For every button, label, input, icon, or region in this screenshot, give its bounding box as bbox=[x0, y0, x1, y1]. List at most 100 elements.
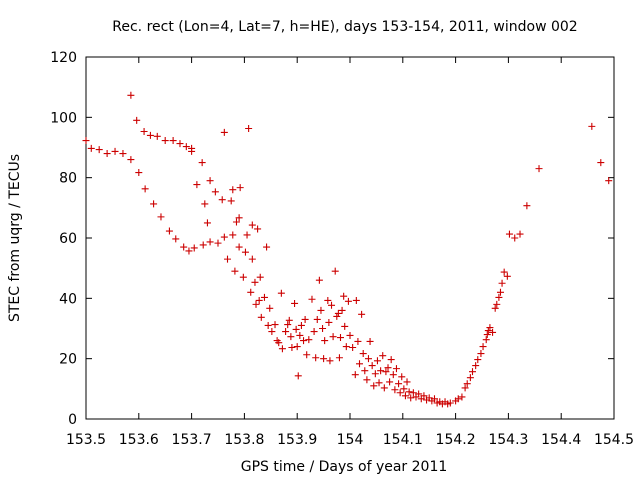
data-point bbox=[263, 243, 271, 251]
data-point bbox=[310, 328, 318, 336]
data-point bbox=[523, 202, 531, 210]
data-point bbox=[479, 343, 487, 351]
data-point bbox=[398, 373, 406, 381]
data-point bbox=[248, 221, 256, 229]
data-point bbox=[254, 225, 262, 233]
data-point bbox=[305, 336, 313, 344]
data-point bbox=[232, 218, 240, 226]
data-point bbox=[203, 219, 211, 227]
x-tick-label: 154.2 bbox=[436, 432, 476, 448]
data-point bbox=[176, 140, 184, 148]
data-point bbox=[220, 233, 228, 241]
data-point bbox=[206, 238, 214, 246]
data-point bbox=[386, 378, 394, 386]
data-point bbox=[188, 144, 196, 152]
x-tick-label: 153.5 bbox=[66, 432, 106, 448]
data-point bbox=[340, 292, 348, 300]
data-point bbox=[248, 255, 256, 263]
data-point bbox=[260, 293, 268, 301]
data-point bbox=[235, 214, 243, 222]
data-point bbox=[415, 390, 423, 398]
data-point bbox=[294, 372, 302, 380]
x-tick-label: 154.5 bbox=[594, 432, 634, 448]
data-point bbox=[127, 156, 135, 164]
y-tick-label: 20 bbox=[59, 352, 77, 368]
data-point bbox=[477, 350, 485, 358]
data-point bbox=[247, 288, 255, 296]
data-point bbox=[224, 255, 232, 263]
data-point bbox=[407, 394, 415, 402]
data-point bbox=[368, 362, 376, 370]
x-tick-label: 154.1 bbox=[383, 432, 423, 448]
x-tick-label: 153.8 bbox=[224, 432, 264, 448]
data-point bbox=[245, 124, 253, 132]
data-point bbox=[483, 331, 491, 339]
data-point bbox=[296, 331, 304, 339]
data-point bbox=[251, 278, 259, 286]
data-point bbox=[403, 378, 411, 386]
data-point bbox=[336, 334, 344, 342]
data-point bbox=[300, 337, 308, 345]
data-point bbox=[266, 304, 274, 312]
data-point bbox=[308, 295, 316, 303]
y-tick-label: 120 bbox=[50, 50, 77, 66]
data-point bbox=[313, 315, 321, 323]
data-point bbox=[317, 306, 325, 314]
data-point bbox=[198, 159, 206, 167]
data-point bbox=[201, 200, 209, 208]
data-point bbox=[292, 325, 300, 333]
data-point bbox=[351, 371, 359, 379]
data-point bbox=[320, 355, 328, 363]
data-point bbox=[329, 333, 337, 341]
data-point bbox=[495, 293, 503, 301]
data-point bbox=[293, 343, 301, 351]
data-point bbox=[252, 300, 260, 308]
data-point bbox=[605, 177, 613, 185]
data-point bbox=[333, 312, 341, 320]
data-point bbox=[484, 327, 492, 335]
data-point bbox=[380, 384, 388, 392]
data-point bbox=[382, 368, 390, 376]
data-point bbox=[379, 352, 387, 360]
data-point bbox=[405, 388, 413, 396]
data-point bbox=[498, 279, 506, 287]
data-point bbox=[335, 354, 343, 362]
data-point bbox=[111, 147, 119, 155]
data-point bbox=[264, 321, 272, 329]
data-point bbox=[328, 301, 336, 309]
data-point bbox=[133, 116, 141, 124]
y-axis-label: STEC from uqrg / TECUs bbox=[7, 154, 23, 322]
data-point bbox=[331, 267, 339, 275]
data-point bbox=[257, 313, 265, 321]
y-tick-label: 0 bbox=[68, 412, 77, 428]
data-point bbox=[371, 370, 379, 378]
data-point bbox=[344, 297, 352, 305]
data-point bbox=[474, 356, 482, 364]
data-point bbox=[255, 296, 263, 304]
data-point bbox=[395, 380, 403, 388]
data-point bbox=[211, 188, 219, 196]
data-point bbox=[165, 227, 173, 235]
data-point bbox=[315, 276, 323, 284]
data-point bbox=[239, 273, 247, 281]
data-point bbox=[463, 380, 471, 388]
data-point bbox=[87, 144, 95, 152]
data-point bbox=[303, 351, 311, 359]
data-point bbox=[377, 367, 385, 375]
x-tick-label: 153.6 bbox=[119, 432, 159, 448]
data-point bbox=[468, 368, 476, 376]
data-point bbox=[282, 328, 290, 336]
data-point bbox=[140, 128, 148, 136]
data-point bbox=[535, 165, 543, 173]
data-point bbox=[496, 288, 504, 296]
data-point bbox=[141, 185, 149, 193]
data-point bbox=[373, 357, 381, 365]
data-points bbox=[82, 91, 613, 408]
x-axis: 153.5 153.6 153.7 153.8 153.9 154 154.1 154.2 15… bbox=[66, 57, 634, 448]
data-point bbox=[387, 356, 395, 364]
chart-title: Rec. rect (Lon=4, Lat=7, h=HE), days 153… bbox=[112, 19, 577, 35]
y-axis: 0 20 40 60 80 100 120 bbox=[50, 50, 614, 428]
y-tick-label: 60 bbox=[59, 231, 77, 247]
data-point bbox=[82, 137, 90, 145]
data-point bbox=[182, 143, 190, 151]
